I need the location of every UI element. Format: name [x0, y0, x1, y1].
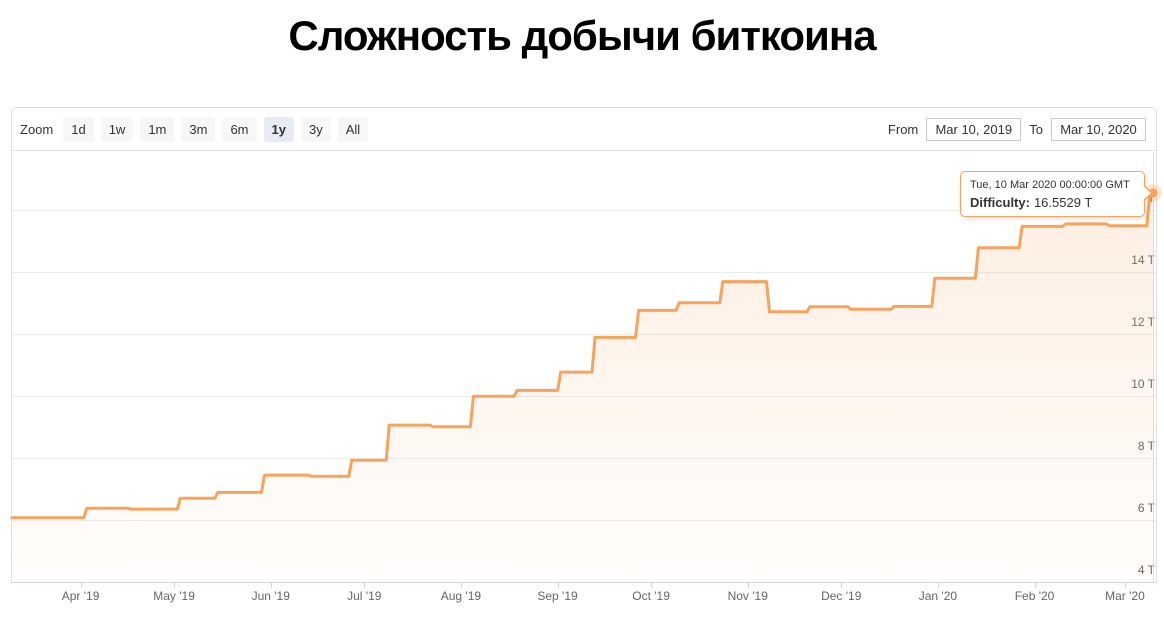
zoom-label: Zoom — [20, 121, 54, 137]
tooltip-value: 16.5529 T — [1033, 195, 1093, 210]
from-date-input[interactable] — [926, 117, 1022, 141]
tooltip-arrow-fill-icon — [1143, 186, 1151, 200]
x-axis-label: Jul '19 — [347, 589, 382, 603]
x-axis-tick — [460, 582, 462, 588]
tooltip-series-label: Difficulty: — [970, 195, 1030, 210]
x-axis-label: May '19 — [153, 589, 195, 603]
zoom-button-1d[interactable]: 1d — [63, 116, 94, 142]
x-axis-label: Dec '19 — [821, 589, 862, 603]
x-axis-label: Jan '20 — [918, 589, 958, 603]
page-title: Сложность добычи биткоина — [288, 12, 876, 59]
x-axis-tick — [1034, 582, 1036, 588]
to-date-input[interactable] — [1051, 117, 1146, 141]
x-axis-tick — [80, 582, 82, 588]
x-axis-tick — [841, 582, 843, 588]
x-axis-tick — [747, 582, 749, 588]
x-axis-label: Feb '20 — [1014, 589, 1055, 603]
zoom-button-6m[interactable]: 6m — [222, 116, 257, 142]
to-label: To — [1029, 121, 1043, 137]
x-axis-label: Oct '19 — [632, 589, 670, 603]
x-axis-line — [11, 582, 1157, 583]
x-axis-tick — [174, 582, 176, 588]
zoom-button-1m[interactable]: 1m — [140, 116, 175, 142]
x-axis-tick — [270, 582, 272, 588]
from-label: From — [887, 121, 919, 137]
zoom-button-all[interactable]: All — [337, 116, 369, 142]
x-axis-tick — [557, 582, 559, 588]
zoom-button-3m[interactable]: 3m — [181, 116, 216, 142]
zoom-button-3y[interactable]: 3y — [300, 116, 331, 142]
x-axis-tick — [937, 582, 939, 588]
zoom-button-1w[interactable]: 1w — [100, 116, 134, 142]
tooltip-date: Tue, 10 Mar 2020 00:00:00 GMT — [970, 179, 1130, 191]
zoom-button-1y[interactable]: 1y — [263, 116, 294, 142]
x-axis-tick — [364, 582, 366, 588]
x-axis-label: Nov '19 — [727, 589, 768, 603]
x-axis-label: Mar '20 — [1105, 589, 1145, 603]
x-axis-label: Jun '19 — [251, 589, 290, 603]
chart-toolbar: Zoom 1d 1w 1m 3m 6m 1y 3y All From To — [12, 108, 1156, 151]
x-axis-label: Sep '19 — [537, 589, 578, 603]
x-axis-label: Aug '19 — [440, 589, 482, 603]
chart-tooltip: Tue, 10 Mar 2020 00:00:00 GMT Difficulty… — [960, 171, 1153, 217]
x-axis-tick — [651, 582, 653, 588]
x-axis-label: Apr '19 — [61, 589, 100, 603]
x-axis-tick — [1124, 582, 1126, 588]
tooltip-value-row: Difficulty: 16.5529 T — [970, 195, 1135, 210]
